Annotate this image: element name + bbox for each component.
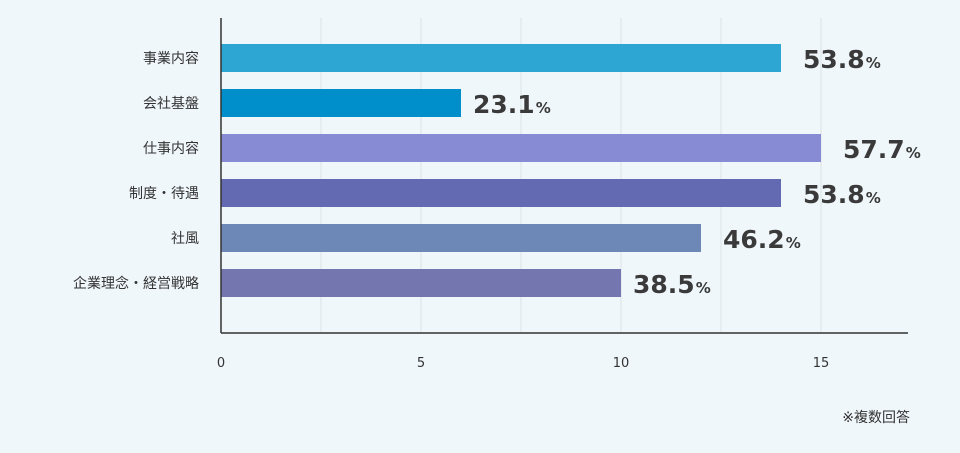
axes xyxy=(220,18,908,334)
value-label: 57.7% xyxy=(843,135,921,164)
category-label: 制度・待遇 xyxy=(129,186,199,202)
value-label: 46.2% xyxy=(723,225,801,254)
x-tick-label: 10 xyxy=(613,356,630,371)
x-tick-label: 0 xyxy=(217,356,225,371)
category-label: 社風 xyxy=(171,231,199,247)
bar xyxy=(221,269,621,297)
value-label: 53.8% xyxy=(803,45,881,74)
value-labels: 53.8%23.1%57.7%53.8%46.2%38.5% xyxy=(473,45,921,299)
bar xyxy=(221,89,461,117)
x-tick-label: 15 xyxy=(813,356,830,371)
category-label: 企業理念・経営戦略 xyxy=(73,275,199,292)
bar xyxy=(221,44,781,72)
bar xyxy=(221,134,821,162)
bar xyxy=(221,179,781,207)
tick-labels: 0 5 10 15 xyxy=(217,356,829,371)
bars xyxy=(221,44,821,297)
value-label: 38.5% xyxy=(633,270,711,299)
multiple-answer-note: ※複数回答 xyxy=(842,409,910,426)
x-tick-label: 5 xyxy=(417,356,425,371)
category-label: 仕事内容 xyxy=(143,140,199,157)
value-label: 23.1% xyxy=(473,90,551,119)
category-label: 事業内容 xyxy=(143,50,199,67)
value-label: 53.8% xyxy=(803,180,881,209)
bar xyxy=(221,224,701,252)
category-label: 会社基盤 xyxy=(143,95,199,112)
